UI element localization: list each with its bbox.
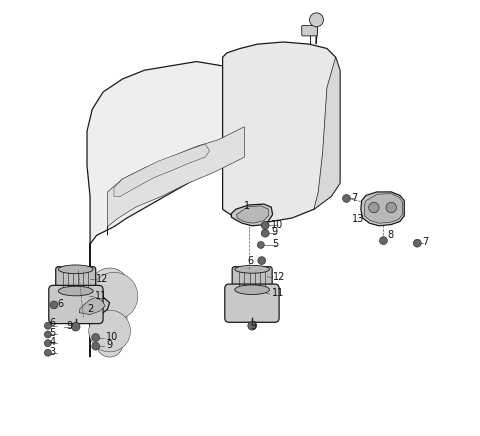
Text: 11: 11 (272, 288, 285, 298)
Polygon shape (364, 194, 403, 223)
Circle shape (45, 322, 51, 329)
Circle shape (45, 349, 51, 356)
Circle shape (50, 301, 58, 309)
FancyBboxPatch shape (49, 286, 103, 324)
FancyBboxPatch shape (232, 267, 272, 291)
Text: 9: 9 (106, 341, 112, 351)
Text: 7: 7 (351, 193, 357, 203)
Text: 11: 11 (95, 291, 107, 301)
Text: 2: 2 (87, 304, 93, 314)
Text: 13: 13 (352, 214, 364, 224)
Text: 10: 10 (271, 219, 284, 229)
Text: 1: 1 (244, 201, 251, 211)
Circle shape (261, 229, 269, 237)
Polygon shape (72, 294, 109, 317)
Circle shape (96, 331, 123, 357)
Text: 5: 5 (272, 239, 278, 249)
Text: 6: 6 (49, 318, 56, 328)
Circle shape (413, 239, 421, 247)
Circle shape (261, 221, 269, 229)
Text: 6: 6 (58, 299, 63, 309)
Text: 12: 12 (96, 274, 108, 284)
Polygon shape (361, 192, 404, 226)
Circle shape (89, 310, 131, 352)
Text: 8: 8 (388, 230, 394, 240)
Circle shape (258, 257, 265, 265)
FancyBboxPatch shape (302, 25, 317, 36)
Text: 12: 12 (273, 272, 286, 282)
Polygon shape (237, 206, 269, 223)
Ellipse shape (235, 266, 270, 273)
Circle shape (45, 340, 51, 347)
Polygon shape (314, 57, 340, 209)
Text: 4: 4 (49, 337, 56, 347)
Circle shape (92, 342, 100, 350)
Circle shape (386, 202, 396, 213)
Polygon shape (223, 42, 340, 222)
Polygon shape (79, 297, 105, 314)
Circle shape (72, 322, 80, 331)
Circle shape (92, 334, 100, 341)
Circle shape (92, 300, 127, 335)
Polygon shape (87, 61, 253, 357)
Circle shape (248, 321, 256, 330)
Text: 5: 5 (49, 328, 56, 338)
Text: 9: 9 (251, 321, 257, 331)
Polygon shape (108, 127, 244, 235)
Ellipse shape (59, 286, 93, 296)
FancyBboxPatch shape (225, 284, 279, 322)
Circle shape (45, 331, 51, 338)
Circle shape (380, 237, 387, 245)
Circle shape (257, 242, 264, 249)
Text: 6: 6 (248, 256, 254, 266)
Ellipse shape (59, 265, 93, 274)
Text: 7: 7 (422, 237, 429, 247)
Polygon shape (231, 204, 273, 226)
Polygon shape (114, 144, 210, 196)
Circle shape (343, 194, 350, 202)
Circle shape (310, 13, 324, 27)
Text: 9: 9 (271, 227, 277, 237)
Text: 9: 9 (66, 321, 72, 331)
FancyBboxPatch shape (56, 267, 96, 293)
Circle shape (90, 272, 138, 320)
Ellipse shape (235, 285, 270, 294)
Circle shape (90, 268, 129, 307)
Text: 10: 10 (106, 332, 119, 342)
Circle shape (369, 202, 379, 213)
Text: 3: 3 (49, 347, 56, 357)
